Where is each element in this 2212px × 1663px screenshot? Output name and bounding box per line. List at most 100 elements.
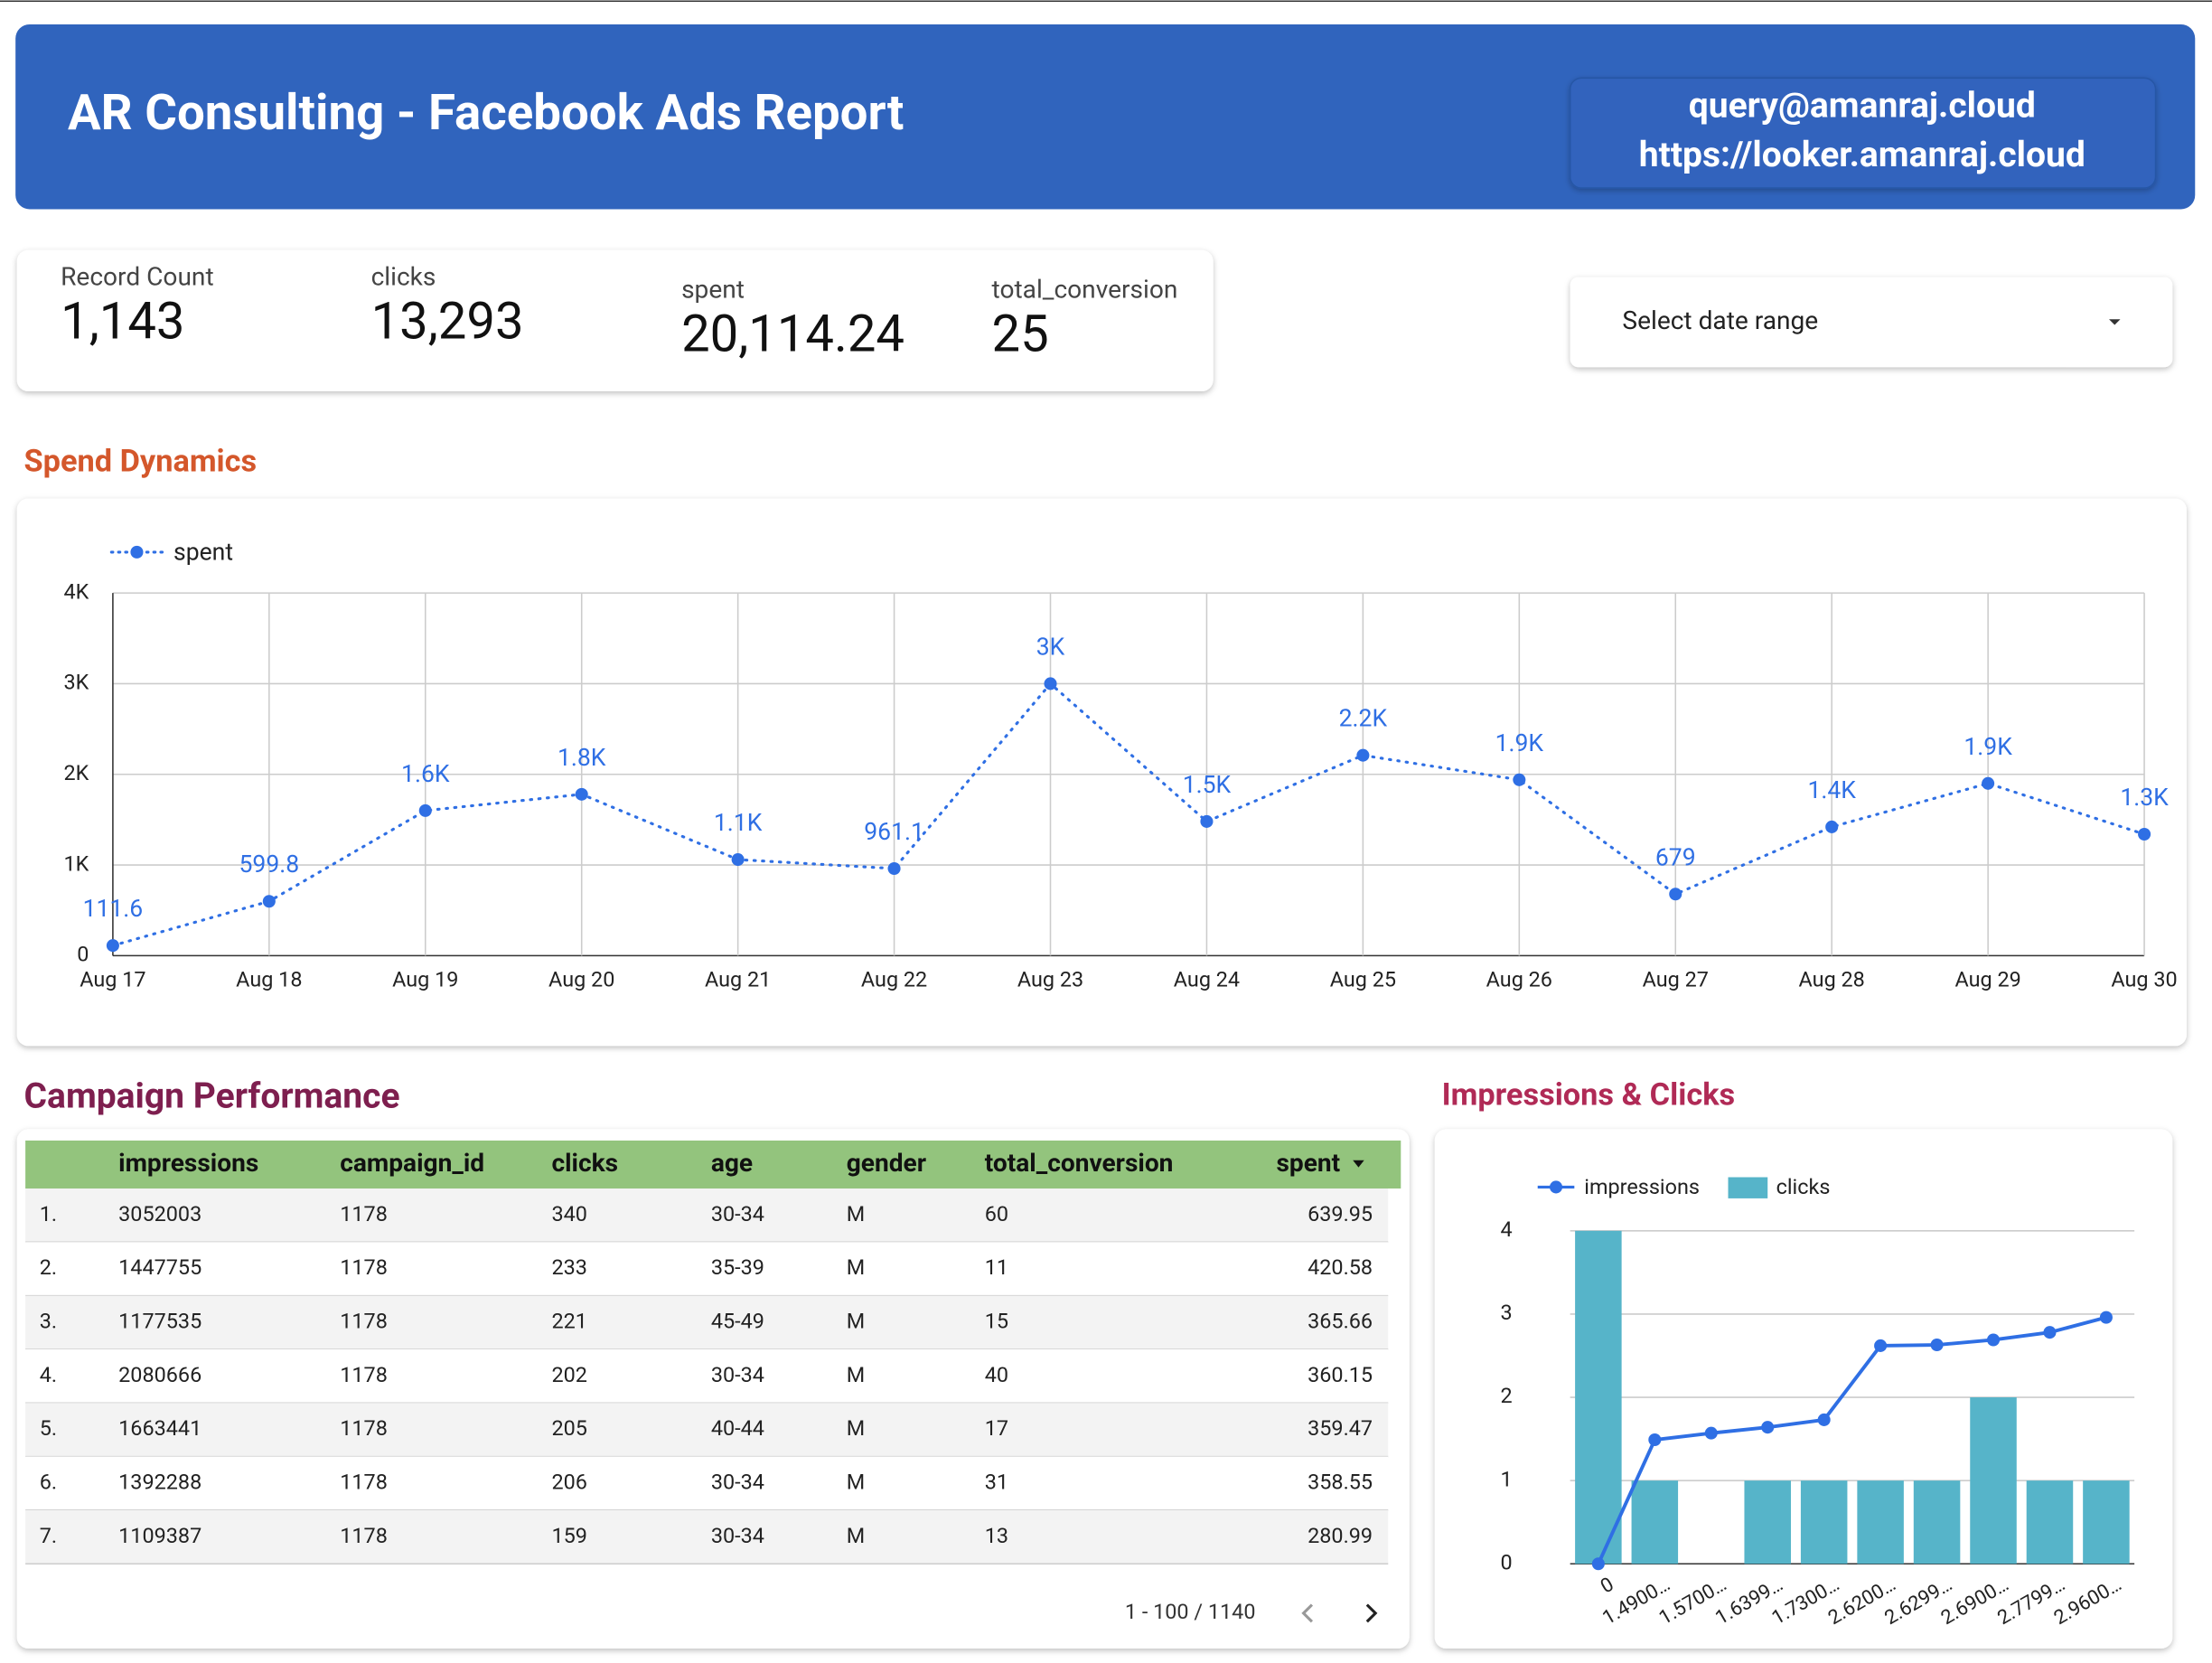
table-cell: 159 <box>551 1523 586 1548</box>
bar <box>1800 1480 1848 1564</box>
data-label: 111.6 <box>83 895 144 923</box>
dropdown-icon[interactable] <box>2109 319 2121 325</box>
data-label: 1.1K <box>714 809 763 837</box>
y-tick-label: 3K <box>64 670 89 695</box>
data-label: 599.8 <box>239 850 300 878</box>
x-tick-label: Aug 28 <box>1799 967 1865 992</box>
column-header[interactable]: age <box>711 1148 753 1178</box>
table-cell: 233 <box>551 1254 586 1280</box>
table-cell: 13 <box>985 1523 1008 1548</box>
table-row <box>25 1509 1389 1564</box>
table-cell: M <box>847 1362 865 1387</box>
table-cell: 3052003 <box>118 1201 202 1226</box>
data-point <box>1986 1333 2001 1347</box>
column-header[interactable]: gender <box>847 1148 926 1178</box>
bar <box>1575 1230 1622 1564</box>
table-cell: 1178 <box>340 1415 388 1441</box>
column-header[interactable]: clicks <box>551 1148 618 1178</box>
y-tick-label: 2 <box>1500 1383 1512 1408</box>
table-cell: 205 <box>551 1415 586 1441</box>
bar <box>1913 1480 1961 1564</box>
next-page[interactable] <box>1365 1603 1378 1623</box>
data-point <box>1704 1426 1718 1440</box>
data-label: 679 <box>1655 843 1696 871</box>
data-point <box>2138 827 2151 841</box>
data-label: 1.9K <box>1495 729 1544 757</box>
pagination: 1 - 100 / 1140 <box>1125 1599 1256 1624</box>
x-tick-label: Aug 26 <box>1486 967 1552 992</box>
table-cell: M <box>847 1415 865 1441</box>
contact-url[interactable]: https://looker.amanraj.cloud <box>1639 134 2085 175</box>
y-tick-label: 0 <box>77 942 89 967</box>
table-cell: 420.58 <box>1308 1254 1373 1280</box>
legend-swatch <box>1728 1177 1768 1198</box>
table-cell: 1663441 <box>118 1415 202 1441</box>
series-line <box>1597 1315 2107 1565</box>
legend-label[interactable]: spent <box>173 538 233 566</box>
table-cell: 358.55 <box>1308 1469 1373 1494</box>
x-tick-label: Aug 29 <box>1954 967 2020 992</box>
contact-email[interactable]: query@amanraj.cloud <box>1689 84 2036 126</box>
table-cell: 202 <box>551 1362 586 1387</box>
data-point <box>418 803 432 817</box>
table-cell: 1178 <box>340 1254 388 1280</box>
table-cell: 60 <box>985 1201 1008 1226</box>
combo-chart-card <box>1434 1129 2173 1649</box>
data-point <box>1825 820 1839 833</box>
data-label: 961.1 <box>864 818 924 846</box>
data-label: 1.3K <box>2120 784 2169 812</box>
y-tick-label: 3 <box>1500 1300 1512 1325</box>
table-cell: 17 <box>985 1415 1008 1441</box>
table-cell: 639.95 <box>1308 1201 1373 1226</box>
data-point <box>1591 1557 1605 1571</box>
column-header[interactable]: spent <box>1276 1148 1340 1178</box>
table-cell: M <box>847 1254 865 1280</box>
column-header[interactable]: campaign_id <box>340 1148 484 1178</box>
y-tick-label: 4K <box>64 578 89 604</box>
legend-label[interactable]: impressions <box>1584 1174 1700 1199</box>
table-cell: 11 <box>985 1254 1008 1280</box>
scorecard-panel <box>16 249 1214 391</box>
scorecard-label: clicks <box>371 261 436 291</box>
data-label: 1.4K <box>1807 776 1856 804</box>
scorecard-label: spent <box>681 274 745 304</box>
table-cell: 1447755 <box>118 1254 202 1280</box>
scorecard-label: Record Count <box>61 261 214 291</box>
table-cell: 1178 <box>340 1469 388 1494</box>
table-row <box>25 1188 1389 1243</box>
date-picker-label[interactable]: Select date range <box>1622 305 1818 335</box>
data-point <box>2099 1311 2113 1324</box>
table-cell: 31 <box>985 1469 1008 1494</box>
table-row <box>25 1456 1389 1510</box>
table-cell: M <box>847 1469 865 1494</box>
legend-label[interactable]: clicks <box>1776 1174 1831 1199</box>
table-cell: 5. <box>40 1415 57 1441</box>
column-header[interactable]: impressions <box>118 1148 258 1178</box>
table-cell: 1178 <box>340 1201 388 1226</box>
data-label: 1.6K <box>401 760 450 788</box>
x-tick-label: Aug 17 <box>80 967 145 992</box>
data-point <box>1874 1339 1888 1352</box>
column-header[interactable]: total_conversion <box>985 1148 1174 1178</box>
x-tick-label: Aug 20 <box>548 967 614 992</box>
data-label: 1.8K <box>558 744 606 772</box>
table-cell: 280.99 <box>1308 1523 1373 1548</box>
table-cell: 30-34 <box>711 1469 764 1494</box>
x-tick-label: Aug 23 <box>1017 967 1083 992</box>
table-cell: 1392288 <box>118 1469 202 1494</box>
data-point <box>1930 1338 1944 1352</box>
date-picker[interactable] <box>1570 277 2173 368</box>
table-cell: 30-34 <box>711 1362 764 1387</box>
data-point <box>575 787 588 801</box>
data-point <box>1761 1421 1775 1434</box>
prev-page[interactable] <box>1301 1603 1314 1623</box>
data-point <box>1200 814 1214 828</box>
table-row <box>25 1348 1389 1404</box>
sort-icon[interactable] <box>1353 1160 1364 1168</box>
section-title: Campaign Performance <box>24 1075 400 1116</box>
section-title: Impressions & Clicks <box>1442 1077 1736 1113</box>
data-point <box>1356 748 1370 762</box>
data-point <box>1648 1433 1662 1447</box>
table-cell: 340 <box>551 1201 586 1226</box>
table-cell: 2. <box>40 1254 57 1280</box>
